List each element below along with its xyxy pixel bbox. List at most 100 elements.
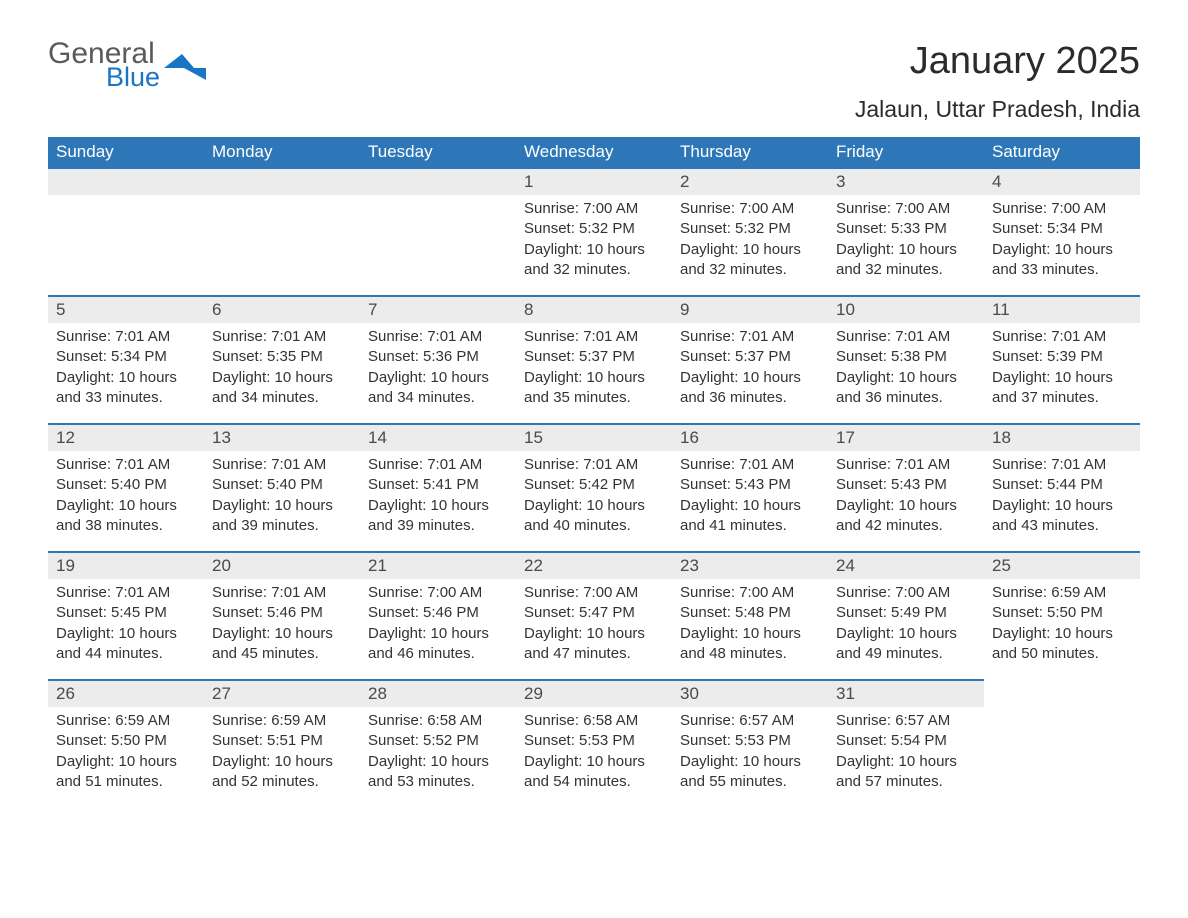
- day-number: 31: [828, 679, 984, 707]
- day-number: 13: [204, 423, 360, 451]
- calendar-day-cell: 22Sunrise: 7:00 AMSunset: 5:47 PMDayligh…: [516, 551, 672, 679]
- daylight-text: Daylight: 10 hours and 34 minutes.: [212, 368, 352, 409]
- day-number-empty: [360, 167, 516, 195]
- day-details: Sunrise: 7:01 AMSunset: 5:34 PMDaylight:…: [48, 323, 204, 416]
- daylight-text: Daylight: 10 hours and 49 minutes.: [836, 624, 976, 665]
- day-details: Sunrise: 7:00 AMSunset: 5:34 PMDaylight:…: [984, 195, 1140, 288]
- logo-mark-icon: [164, 50, 206, 80]
- calendar-day-cell: 13Sunrise: 7:01 AMSunset: 5:40 PMDayligh…: [204, 423, 360, 551]
- day-number: 4: [984, 167, 1140, 195]
- sunrise-text: Sunrise: 7:01 AM: [368, 327, 508, 347]
- daylight-text: Daylight: 10 hours and 48 minutes.: [680, 624, 820, 665]
- day-details: Sunrise: 7:01 AMSunset: 5:43 PMDaylight:…: [828, 451, 984, 544]
- daylight-text: Daylight: 10 hours and 39 minutes.: [368, 496, 508, 537]
- day-number: 30: [672, 679, 828, 707]
- daylight-text: Daylight: 10 hours and 37 minutes.: [992, 368, 1132, 409]
- day-details: Sunrise: 7:01 AMSunset: 5:41 PMDaylight:…: [360, 451, 516, 544]
- sunset-text: Sunset: 5:49 PM: [836, 603, 976, 623]
- weekday-header: Sunday: [48, 137, 204, 167]
- day-number-empty: [48, 167, 204, 195]
- sunset-text: Sunset: 5:41 PM: [368, 475, 508, 495]
- sunset-text: Sunset: 5:46 PM: [212, 603, 352, 623]
- calendar-table: SundayMondayTuesdayWednesdayThursdayFrid…: [48, 137, 1140, 807]
- weekday-header: Monday: [204, 137, 360, 167]
- sunrise-text: Sunrise: 7:00 AM: [836, 199, 976, 219]
- day-number: 25: [984, 551, 1140, 579]
- daylight-text: Daylight: 10 hours and 33 minutes.: [992, 240, 1132, 281]
- calendar-day-cell: 3Sunrise: 7:00 AMSunset: 5:33 PMDaylight…: [828, 167, 984, 295]
- sunrise-text: Sunrise: 7:01 AM: [524, 455, 664, 475]
- sunset-text: Sunset: 5:37 PM: [524, 347, 664, 367]
- daylight-text: Daylight: 10 hours and 44 minutes.: [56, 624, 196, 665]
- day-number: 20: [204, 551, 360, 579]
- sunset-text: Sunset: 5:34 PM: [56, 347, 196, 367]
- day-number: 10: [828, 295, 984, 323]
- sunset-text: Sunset: 5:39 PM: [992, 347, 1132, 367]
- day-number-empty: [204, 167, 360, 195]
- calendar-day-cell: 4Sunrise: 7:00 AMSunset: 5:34 PMDaylight…: [984, 167, 1140, 295]
- calendar-day-cell: 9Sunrise: 7:01 AMSunset: 5:37 PMDaylight…: [672, 295, 828, 423]
- day-number: 27: [204, 679, 360, 707]
- sunrise-text: Sunrise: 7:01 AM: [212, 327, 352, 347]
- sunset-text: Sunset: 5:32 PM: [524, 219, 664, 239]
- day-number: 8: [516, 295, 672, 323]
- day-details: Sunrise: 7:01 AMSunset: 5:43 PMDaylight:…: [672, 451, 828, 544]
- day-details: Sunrise: 7:01 AMSunset: 5:46 PMDaylight:…: [204, 579, 360, 672]
- sunset-text: Sunset: 5:50 PM: [56, 731, 196, 751]
- calendar-day-cell: 12Sunrise: 7:01 AMSunset: 5:40 PMDayligh…: [48, 423, 204, 551]
- sunrise-text: Sunrise: 7:00 AM: [680, 583, 820, 603]
- calendar-day-cell: 21Sunrise: 7:00 AMSunset: 5:46 PMDayligh…: [360, 551, 516, 679]
- sunset-text: Sunset: 5:43 PM: [836, 475, 976, 495]
- sunrise-text: Sunrise: 7:01 AM: [992, 327, 1132, 347]
- day-details: Sunrise: 6:57 AMSunset: 5:53 PMDaylight:…: [672, 707, 828, 800]
- weekday-header: Thursday: [672, 137, 828, 167]
- sunset-text: Sunset: 5:50 PM: [992, 603, 1132, 623]
- sunset-text: Sunset: 5:48 PM: [680, 603, 820, 623]
- sunrise-text: Sunrise: 6:59 AM: [992, 583, 1132, 603]
- day-number: 12: [48, 423, 204, 451]
- day-details: Sunrise: 7:01 AMSunset: 5:40 PMDaylight:…: [204, 451, 360, 544]
- calendar-week-row: 12Sunrise: 7:01 AMSunset: 5:40 PMDayligh…: [48, 423, 1140, 551]
- page-subtitle: Jalaun, Uttar Pradesh, India: [48, 96, 1140, 123]
- daylight-text: Daylight: 10 hours and 39 minutes.: [212, 496, 352, 537]
- sunset-text: Sunset: 5:38 PM: [836, 347, 976, 367]
- daylight-text: Daylight: 10 hours and 35 minutes.: [524, 368, 664, 409]
- day-number: 28: [360, 679, 516, 707]
- sunset-text: Sunset: 5:52 PM: [368, 731, 508, 751]
- page-title: January 2025: [910, 40, 1140, 83]
- sunset-text: Sunset: 5:32 PM: [680, 219, 820, 239]
- sunrise-text: Sunrise: 7:01 AM: [680, 455, 820, 475]
- calendar-week-row: 26Sunrise: 6:59 AMSunset: 5:50 PMDayligh…: [48, 679, 1140, 807]
- sunrise-text: Sunrise: 7:00 AM: [524, 583, 664, 603]
- sunrise-text: Sunrise: 6:58 AM: [524, 711, 664, 731]
- daylight-text: Daylight: 10 hours and 54 minutes.: [524, 752, 664, 793]
- sunset-text: Sunset: 5:45 PM: [56, 603, 196, 623]
- day-details: Sunrise: 6:57 AMSunset: 5:54 PMDaylight:…: [828, 707, 984, 800]
- day-number: 18: [984, 423, 1140, 451]
- weekday-header: Tuesday: [360, 137, 516, 167]
- day-details: Sunrise: 7:00 AMSunset: 5:33 PMDaylight:…: [828, 195, 984, 288]
- daylight-text: Daylight: 10 hours and 57 minutes.: [836, 752, 976, 793]
- sunrise-text: Sunrise: 7:01 AM: [212, 583, 352, 603]
- sunset-text: Sunset: 5:44 PM: [992, 475, 1132, 495]
- day-details: Sunrise: 7:01 AMSunset: 5:35 PMDaylight:…: [204, 323, 360, 416]
- calendar-empty-cell: [48, 167, 204, 295]
- calendar-day-cell: 27Sunrise: 6:59 AMSunset: 5:51 PMDayligh…: [204, 679, 360, 807]
- day-number: 24: [828, 551, 984, 579]
- calendar-empty-cell: [204, 167, 360, 295]
- calendar-day-cell: 15Sunrise: 7:01 AMSunset: 5:42 PMDayligh…: [516, 423, 672, 551]
- day-details: Sunrise: 6:59 AMSunset: 5:51 PMDaylight:…: [204, 707, 360, 800]
- daylight-text: Daylight: 10 hours and 52 minutes.: [212, 752, 352, 793]
- daylight-text: Daylight: 10 hours and 41 minutes.: [680, 496, 820, 537]
- weekday-header: Wednesday: [516, 137, 672, 167]
- calendar-week-row: 19Sunrise: 7:01 AMSunset: 5:45 PMDayligh…: [48, 551, 1140, 679]
- calendar-day-cell: 23Sunrise: 7:00 AMSunset: 5:48 PMDayligh…: [672, 551, 828, 679]
- sunrise-text: Sunrise: 7:01 AM: [836, 327, 976, 347]
- weekday-header-row: SundayMondayTuesdayWednesdayThursdayFrid…: [48, 137, 1140, 167]
- day-number: 14: [360, 423, 516, 451]
- logo: General Blue: [48, 40, 206, 90]
- daylight-text: Daylight: 10 hours and 40 minutes.: [524, 496, 664, 537]
- day-details: Sunrise: 7:01 AMSunset: 5:45 PMDaylight:…: [48, 579, 204, 672]
- sunrise-text: Sunrise: 6:58 AM: [368, 711, 508, 731]
- day-details: Sunrise: 7:00 AMSunset: 5:46 PMDaylight:…: [360, 579, 516, 672]
